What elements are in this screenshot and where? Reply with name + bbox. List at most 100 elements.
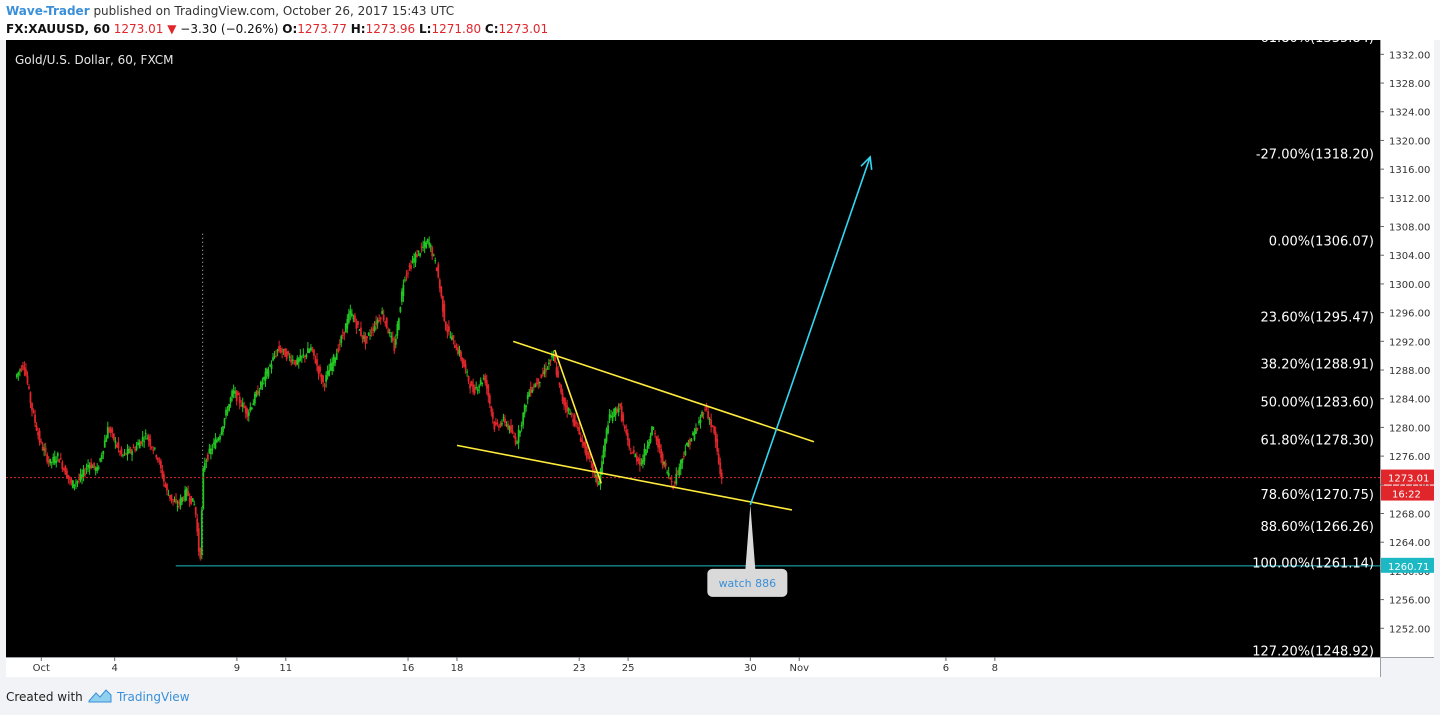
candle-body <box>250 407 253 410</box>
candle-body <box>347 313 350 323</box>
tradingview-logo-icon[interactable] <box>88 688 112 704</box>
fib-level-label: 23.60%(1295.47) <box>1261 310 1374 325</box>
candle-body <box>411 261 414 263</box>
candle-body <box>317 366 320 374</box>
chart-area[interactable]: 1252.001256.001260.001264.001268.001272.… <box>6 31 1434 677</box>
channel-diagonal-line <box>553 349 602 484</box>
candle-body <box>331 362 334 371</box>
candle-body <box>266 368 268 375</box>
candle-body <box>575 422 578 424</box>
candle-body <box>300 356 303 358</box>
y-tick-label: 1312.00 <box>1389 194 1430 205</box>
candle-body <box>129 448 132 453</box>
candle-body <box>305 354 308 358</box>
candle-body <box>551 354 553 358</box>
candle-body <box>137 442 140 446</box>
candle-body <box>275 355 277 357</box>
candle-body <box>619 403 622 407</box>
candle-body <box>58 459 61 463</box>
y-tick-label: 1292.00 <box>1389 337 1430 348</box>
candle-body <box>88 465 91 469</box>
candle-body <box>296 358 299 365</box>
candle-body <box>350 313 353 317</box>
candle-body <box>602 450 605 458</box>
y-tick-label: 1264.00 <box>1389 538 1430 549</box>
candle-body <box>18 370 21 372</box>
candle-body <box>53 456 56 464</box>
candle-body <box>425 242 428 249</box>
candle-body <box>258 391 261 393</box>
candle-body <box>476 389 479 392</box>
candle-body <box>366 336 368 339</box>
y-tick-label: 1316.00 <box>1389 165 1430 176</box>
candle-body <box>153 447 156 449</box>
candle-body <box>94 467 97 471</box>
candle-body <box>282 349 285 351</box>
candle-body <box>23 367 26 370</box>
x-tick-label: 9 <box>234 663 240 674</box>
y-tick-label: 1280.00 <box>1389 423 1430 434</box>
candle-body <box>416 254 418 258</box>
candle-body <box>617 408 620 413</box>
candle-body <box>387 329 390 334</box>
candle-body <box>172 499 174 501</box>
candle-body <box>382 314 385 321</box>
candle-body <box>17 372 20 376</box>
candle-body <box>322 375 324 383</box>
candle-body <box>670 481 673 483</box>
candle-body <box>237 392 240 396</box>
candle-body <box>498 426 500 428</box>
footer-bar: Created with TradingView <box>0 677 1440 715</box>
candle-body <box>567 408 570 411</box>
candle-body <box>147 435 150 441</box>
candle-body <box>399 307 402 312</box>
candle-body <box>531 389 534 393</box>
candle-body <box>170 494 173 501</box>
candle-body <box>526 395 529 400</box>
candle-body <box>635 455 638 462</box>
candle-body <box>358 329 361 331</box>
candle-body <box>161 470 164 478</box>
candle-body <box>346 319 349 329</box>
candle-body <box>496 422 499 425</box>
candle-body <box>576 427 579 429</box>
candle-body <box>543 370 546 374</box>
candle-body <box>43 449 46 451</box>
fib-level-label: -27.00%(1318.20) <box>1256 147 1374 162</box>
candle-body <box>396 323 399 336</box>
candle-body <box>441 295 444 312</box>
candle-body <box>213 442 215 445</box>
candle-body <box>534 384 537 388</box>
price-chart[interactable]: 1252.001256.001260.001264.001268.001272.… <box>6 31 1434 677</box>
candle-body <box>537 378 540 385</box>
candle-body <box>132 447 135 449</box>
candle-body <box>152 449 155 451</box>
candle-body <box>504 418 506 424</box>
candle-body <box>328 370 331 377</box>
x-tick-label: 30 <box>744 663 757 674</box>
candle-body <box>332 355 335 366</box>
tradingview-link[interactable]: TradingView <box>117 690 190 704</box>
candle-body <box>490 406 493 413</box>
candle-body <box>353 315 356 322</box>
candle-body <box>381 311 384 315</box>
candle-body <box>552 354 555 358</box>
candle-body <box>451 336 453 340</box>
author-link[interactable]: Wave-Trader <box>6 4 90 18</box>
candle-body <box>491 412 494 419</box>
candle-body <box>291 359 294 361</box>
candle-body <box>632 450 635 453</box>
candle-body <box>719 462 722 475</box>
candle-body <box>355 322 358 329</box>
support-price-badge-text: 1260.71 <box>1388 562 1429 573</box>
candle-body <box>463 360 465 368</box>
candle-body <box>343 331 346 335</box>
candle-body <box>692 432 694 435</box>
candle-body <box>120 448 123 455</box>
candle-body <box>241 402 244 407</box>
candle-body <box>420 246 423 248</box>
candle-body <box>252 403 255 406</box>
candle-body <box>681 458 684 464</box>
candle-body <box>458 350 461 354</box>
candle-body <box>422 246 425 248</box>
